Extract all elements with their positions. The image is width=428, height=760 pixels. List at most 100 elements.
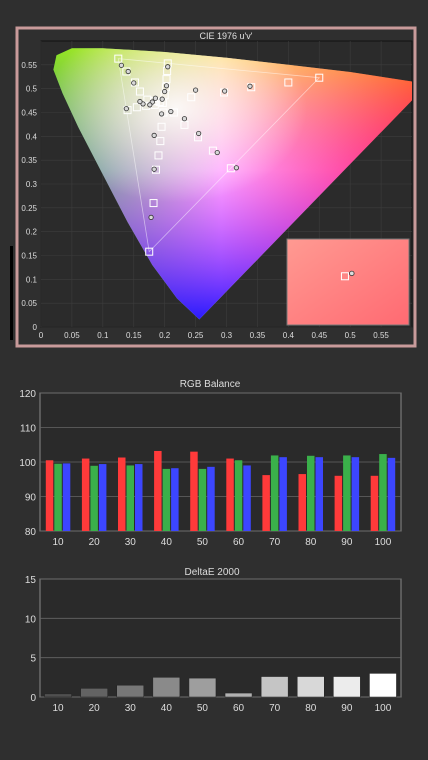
cie-target-mark [180, 120, 189, 129]
rgb-x-tick: 90 [341, 537, 353, 548]
inset-target-mark [340, 272, 349, 281]
cie-measured-point [165, 64, 171, 70]
cie-x-tick: 0.3 [221, 331, 233, 340]
deltae-chart: DeltaE 2000 0 5 10 15 10 20 30 40 50 60 70 80 90 100 [25, 567, 402, 714]
rgb-x-tick: 30 [125, 537, 137, 548]
cie-measured-point [192, 87, 199, 93]
deltae-x-tick: 60 [233, 703, 245, 714]
rgb-bar [45, 460, 54, 531]
cie-title: CIE 1976 u'v' [200, 31, 253, 41]
deltae-x-tick: 10 [52, 703, 64, 714]
rgb-x-tick: 40 [161, 537, 173, 548]
deltae-bar [369, 673, 397, 698]
cie-y-tick: 0.35 [21, 156, 37, 165]
rgb-x-tick: 20 [89, 537, 101, 548]
cie-inset [286, 238, 410, 326]
cie-measured-point [168, 108, 174, 115]
deltae-bar [80, 688, 108, 698]
cie-measured-point [214, 149, 220, 156]
rgb-tick-labels: 80 90 100 110 120 10 20 30 40 50 60 70 80 90 100 [19, 389, 391, 548]
rgb-y-tick: 90 [25, 493, 37, 504]
cie-inset-marks [340, 270, 355, 281]
rgb-bar [262, 475, 270, 531]
cie-measured-point [131, 80, 137, 86]
rgb-bar [370, 475, 379, 531]
cie-target-mark [154, 151, 163, 160]
deltae-tick-labels: 0 5 10 15 10 20 30 40 50 60 70 80 90 100 [25, 575, 392, 714]
rgb-bar [162, 468, 171, 531]
cie-y-tick: 0.45 [21, 109, 37, 118]
cie-x-tick: 0.55 [373, 331, 389, 340]
cie-measured-point [196, 130, 202, 137]
deltae-y-tick: 0 [30, 693, 36, 704]
rgb-bar [307, 455, 315, 531]
deltae-x-tick: 100 [375, 703, 392, 714]
cie-measured-point [147, 102, 153, 108]
rgb-bar [343, 455, 351, 531]
rgb-bar [118, 457, 126, 531]
cie-target-mark [187, 93, 196, 102]
cie-x-tick: 0.25 [188, 331, 204, 340]
cie-y-tick: 0.05 [21, 299, 37, 308]
spectral-locus-white [53, 48, 412, 320]
cie-target-mark [156, 137, 165, 146]
deltae-bar [152, 677, 181, 698]
cie-x-tick: 0.05 [64, 331, 80, 340]
rgb-bar [270, 455, 279, 531]
cie-target-mark [162, 75, 171, 84]
cie-target-mark [135, 87, 144, 96]
rgb-x-tick: 80 [305, 537, 317, 548]
cie-measured-point [152, 95, 158, 101]
deltae-bar [297, 676, 325, 698]
rgb-bar [234, 460, 243, 531]
cie-measured-point [148, 214, 154, 220]
rgb-bar [198, 468, 207, 531]
deltae-x-tick: 90 [341, 703, 353, 714]
deltae-bar [260, 676, 289, 698]
cie-chart: CIE 1976 u'v' 0 0.05 0.1 0.15 0.2 0.25 0.3 0.35… [15, 26, 417, 348]
rgb-bar [334, 475, 343, 531]
cie-tick-labels: 0 0.05 0.1 0.15 0.2 0.25 0.3 0.35 0.4 0.45 0.5 0.55… [21, 61, 389, 340]
cie-target-mark [145, 247, 154, 256]
rgb-x-tick: 10 [52, 537, 64, 548]
deltae-bar [188, 677, 217, 698]
rgb-bar [126, 465, 134, 531]
deltae-bar [44, 693, 72, 698]
cie-x-tick: 0.2 [159, 331, 171, 340]
cie-measured-point [222, 88, 228, 94]
cie-x-tick: 0.45 [311, 331, 327, 340]
rgb-y-tick: 120 [19, 389, 36, 400]
rgb-bars [45, 450, 396, 531]
rgb-bar [243, 465, 251, 531]
cie-y-tick: 0.55 [21, 61, 37, 70]
rgb-bar [62, 463, 71, 531]
rgb-bar [54, 463, 62, 531]
deltae-x-tick: 20 [89, 703, 101, 714]
cie-measured-point [162, 88, 168, 95]
side-indicator-bar [10, 246, 13, 340]
rgb-bar [298, 474, 306, 531]
deltae-y-tick: 15 [25, 575, 37, 586]
cie-y-tick: 0.15 [21, 252, 37, 261]
cie-measured-point [125, 68, 131, 75]
cie-measured-point [137, 98, 143, 105]
rgb-bar [226, 458, 234, 531]
cie-y-tick: 0 [33, 323, 38, 332]
rgb-bar [315, 457, 323, 531]
cie-measured-point [233, 165, 239, 171]
cie-x-tick: 0 [39, 331, 44, 340]
deltae-bar [116, 684, 144, 698]
rgb-bar [207, 466, 215, 531]
cie-measured-point [158, 111, 165, 117]
cie-x-tick: 0.15 [126, 331, 142, 340]
cie-target-mark [149, 199, 158, 208]
rgb-bar [98, 464, 107, 531]
cie-x-tick: 0.1 [97, 331, 109, 340]
cie-target-mark [132, 103, 141, 112]
rgb-bar [279, 457, 287, 531]
rgb-y-tick: 80 [25, 527, 37, 538]
cie-frame [15, 26, 417, 348]
deltae-x-tick: 50 [197, 703, 209, 714]
deltae-bar [224, 692, 253, 698]
